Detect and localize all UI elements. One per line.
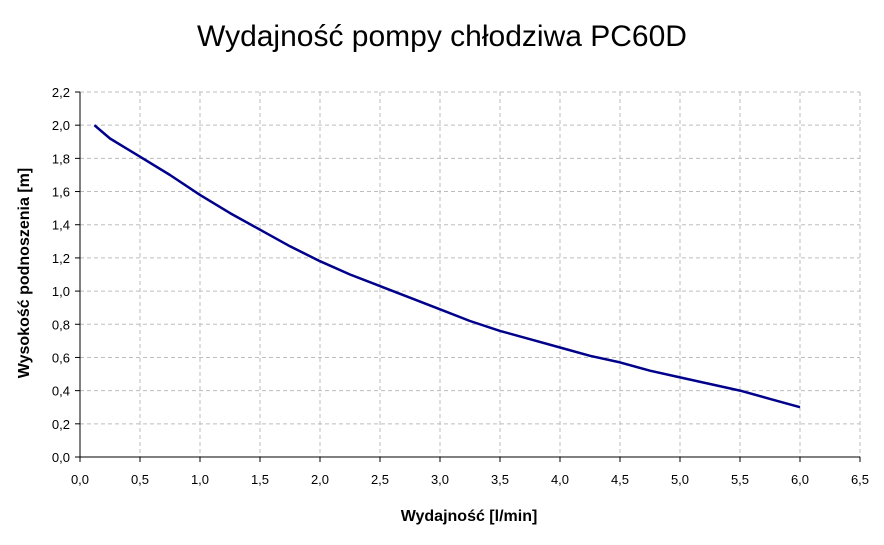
x-tick-label: 5,5 [731, 472, 749, 487]
y-tick-label: 0,4 [52, 384, 70, 399]
x-tick-label: 5,0 [671, 472, 689, 487]
x-tick-label: 3,5 [491, 472, 509, 487]
x-tick-label: 1,5 [251, 472, 269, 487]
x-tick-label: 6,0 [791, 472, 809, 487]
y-tick-label: 2,0 [52, 118, 70, 133]
chart-title: Wydajność pompy chłodziwa PC60D [197, 20, 687, 53]
x-tick-label: 4,0 [551, 472, 569, 487]
axis-layer [75, 91, 861, 462]
x-tick-label: 3,0 [431, 472, 449, 487]
series-line [93, 124, 801, 409]
x-axis-title: Wydajność [l/min] [401, 508, 538, 525]
grid-layer [80, 91, 861, 457]
x-tick-label: 6,5 [851, 472, 869, 487]
y-tick-label: 0,8 [52, 317, 70, 332]
y-tick-label: 1,8 [52, 151, 70, 166]
x-tick-label: 0,0 [71, 472, 89, 487]
y-tick-label: 0,0 [52, 450, 70, 465]
x-tick-label: 0,5 [131, 472, 149, 487]
y-tick-label: 0,6 [52, 350, 70, 365]
y-tick-label: 0,2 [52, 417, 70, 432]
x-tick-label: 4,5 [611, 472, 629, 487]
y-axis-title: Wysokość podnoszenia [m] [16, 168, 33, 378]
x-tick-label: 2,0 [311, 472, 329, 487]
label-layer: 0,0 0,5 1,0 1,5 2,0 2,5 3,0 3,5 4,0 4,5 5,0 5,5 6,0 6… [52, 85, 869, 487]
y-tick-label: 1,6 [52, 185, 70, 200]
y-tick-label: 1,0 [52, 284, 70, 299]
y-tick-label: 2,2 [52, 85, 70, 100]
y-tick-label: 1,4 [52, 218, 70, 233]
series-layer [93, 124, 801, 409]
x-tick-label: 1,0 [191, 472, 209, 487]
x-tick-label: 2,5 [371, 472, 389, 487]
y-tick-label: 1,2 [52, 251, 70, 266]
